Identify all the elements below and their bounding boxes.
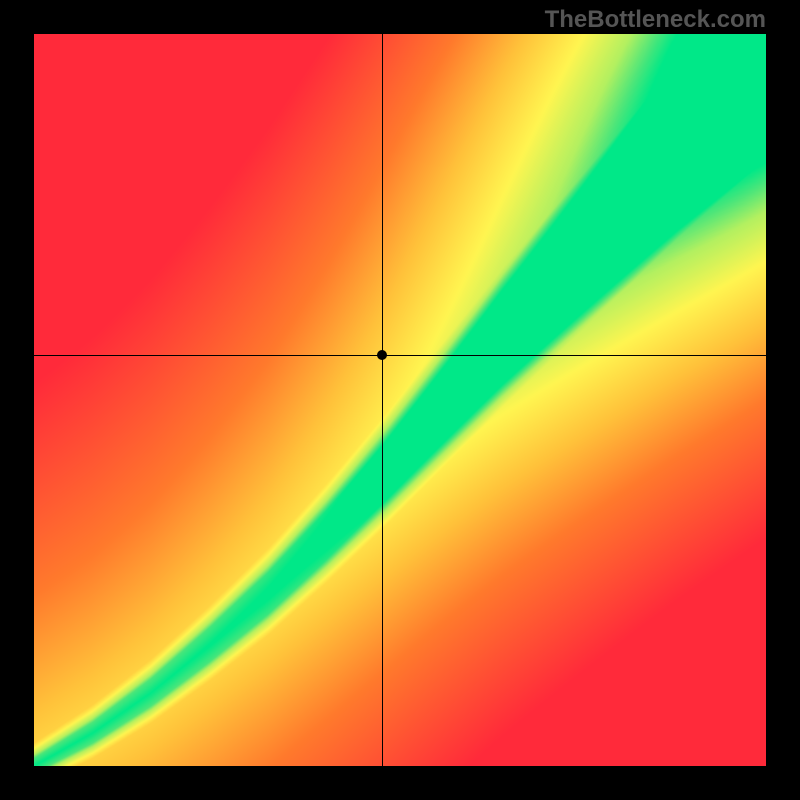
crosshair-marker	[377, 350, 387, 360]
watermark-text: TheBottleneck.com	[545, 6, 766, 34]
crosshair-vertical	[382, 34, 383, 766]
plot-area	[34, 34, 766, 766]
heatmap-canvas	[34, 34, 766, 766]
crosshair-horizontal	[34, 355, 766, 356]
